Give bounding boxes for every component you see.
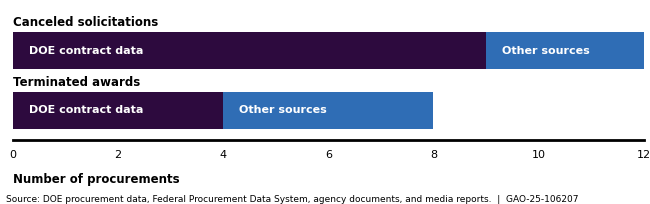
- Text: Terminated awards: Terminated awards: [13, 76, 140, 89]
- Bar: [13, 92, 223, 129]
- Bar: [223, 92, 434, 129]
- Text: DOE contract data: DOE contract data: [29, 46, 143, 56]
- Bar: [13, 32, 486, 69]
- Text: Other sources: Other sources: [502, 46, 590, 56]
- Text: Canceled solicitations: Canceled solicitations: [13, 16, 158, 29]
- Bar: [486, 32, 644, 69]
- Text: DOE contract data: DOE contract data: [29, 105, 143, 115]
- Text: Number of procurements: Number of procurements: [13, 173, 179, 185]
- Text: Other sources: Other sources: [239, 105, 327, 115]
- Text: Source: DOE procurement data, Federal Procurement Data System, agency documents,: Source: DOE procurement data, Federal Pr…: [6, 195, 579, 204]
